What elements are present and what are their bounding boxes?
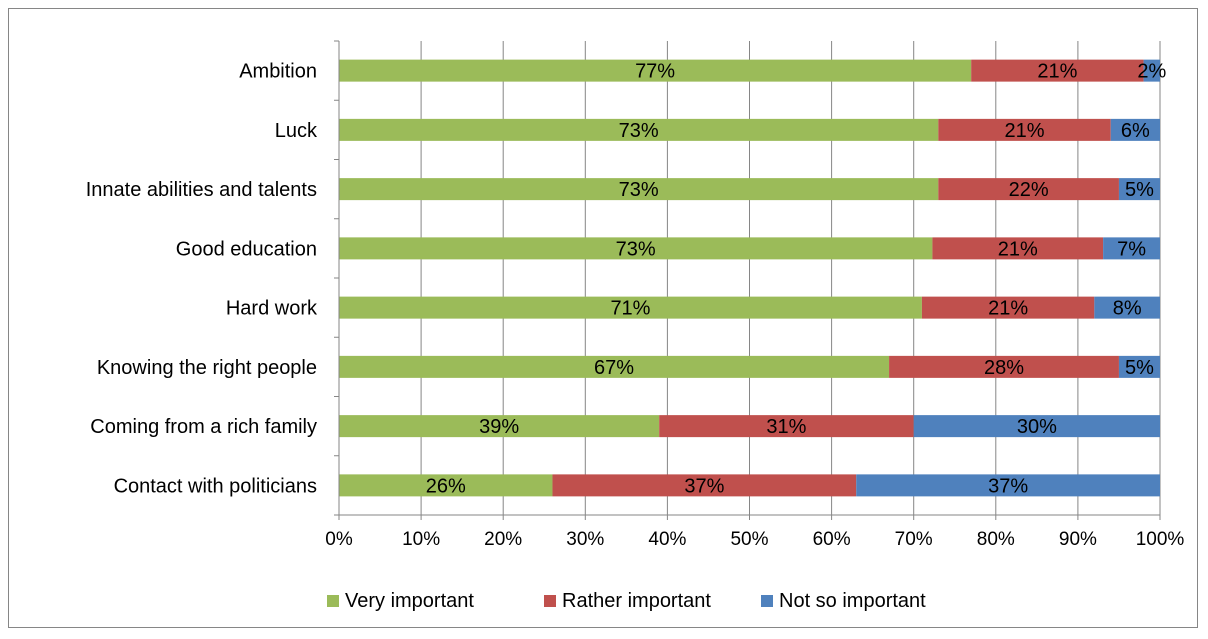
x-tick-label: 70% <box>895 529 933 550</box>
data-label: 37% <box>684 475 724 497</box>
x-tick-label: 80% <box>977 529 1015 550</box>
bar-segment <box>921 296 1095 319</box>
data-label: 26% <box>426 475 466 497</box>
x-tick-label: 100% <box>1136 529 1185 550</box>
bars <box>339 59 1160 497</box>
x-tick-label: 50% <box>730 529 768 550</box>
data-label: 30% <box>1017 416 1057 438</box>
bar-segment <box>339 118 939 141</box>
data-label: 71% <box>610 298 650 320</box>
x-tick-label: 90% <box>1059 529 1097 550</box>
stacked-bar-chart: 0% 10% 20% 30% 40% 50% 60% 70% 80% 90% 100% Ambiti… <box>86 40 1185 612</box>
data-label: 21% <box>988 298 1028 320</box>
data-label: 7% <box>1117 238 1146 260</box>
category-label: Ambition <box>239 61 317 83</box>
bar-segment <box>938 178 1119 201</box>
x-tick-label: 10% <box>402 529 440 550</box>
data-label: 2% <box>1137 61 1166 83</box>
x-tick-label: 30% <box>566 529 604 550</box>
bar-segment <box>339 59 972 82</box>
bar-segment <box>659 415 914 438</box>
bar-segment <box>339 178 939 201</box>
data-label: 21% <box>1005 120 1045 142</box>
legend-label: Very important <box>345 590 474 612</box>
bar-segment <box>339 237 933 260</box>
bar-segment <box>339 296 922 319</box>
data-label: 73% <box>619 179 659 201</box>
category-label: Knowing the right people <box>97 357 317 379</box>
data-label: 5% <box>1125 357 1154 379</box>
data-label: 37% <box>988 475 1028 497</box>
bar-segment <box>1103 237 1160 260</box>
bar-segment <box>889 355 1119 378</box>
bar-segment <box>1118 178 1160 201</box>
bar-segment <box>913 415 1160 438</box>
bar-segment <box>339 474 553 497</box>
x-tick-label: 40% <box>648 529 686 550</box>
legend: Very important Rather important Not so imp… <box>327 590 926 612</box>
legend-label: Not so important <box>779 590 926 612</box>
data-label: 67% <box>594 357 634 379</box>
bar-segment <box>1118 355 1160 378</box>
gridlines <box>420 41 1161 515</box>
legend-swatch <box>544 595 556 607</box>
data-label: 6% <box>1121 120 1150 142</box>
data-label: 21% <box>1037 61 1077 83</box>
data-label: 39% <box>479 416 519 438</box>
x-tick-label: 0% <box>325 529 353 550</box>
bar-segment <box>938 118 1111 141</box>
category-label: Luck <box>275 120 318 142</box>
bar-segment <box>1110 118 1160 141</box>
data-label: 22% <box>1009 179 1049 201</box>
category-label: Contact with politicians <box>114 475 317 497</box>
data-label: 31% <box>766 416 806 438</box>
legend-swatch <box>761 595 773 607</box>
bar-segment <box>339 415 660 438</box>
data-label: 77% <box>635 61 675 83</box>
data-label: 5% <box>1125 179 1154 201</box>
data-label: 73% <box>619 120 659 142</box>
data-label: 28% <box>984 357 1024 379</box>
data-label: 8% <box>1113 298 1142 320</box>
axes: 0% 10% 20% 30% 40% 50% 60% 70% 80% 90% 100% <box>325 40 1185 550</box>
labels: Ambition 77% 21% 2% Luck 73% 21% 6% Innate abili… <box>86 61 1167 498</box>
category-label: Coming from a rich family <box>90 416 317 438</box>
category-label: Good education <box>176 238 317 260</box>
category-label: Innate abilities and talents <box>86 179 317 201</box>
legend-label: Rather important <box>562 590 711 612</box>
bar-segment <box>1143 59 1160 82</box>
x-tick-label: 20% <box>484 529 522 550</box>
bar-segment <box>932 237 1104 260</box>
bar-segment <box>552 474 857 497</box>
bar-segment <box>339 355 890 378</box>
category-label: Hard work <box>226 298 318 320</box>
bar-segment <box>971 59 1144 82</box>
data-label: 73% <box>616 238 656 260</box>
chart-frame: 0% 10% 20% 30% 40% 50% 60% 70% 80% 90% 100% Ambiti… <box>8 8 1198 628</box>
bar-segment <box>1094 296 1160 319</box>
bar-segment <box>856 474 1160 497</box>
legend-swatch <box>327 595 339 607</box>
data-label: 21% <box>998 238 1038 260</box>
x-tick-label: 60% <box>813 529 851 550</box>
